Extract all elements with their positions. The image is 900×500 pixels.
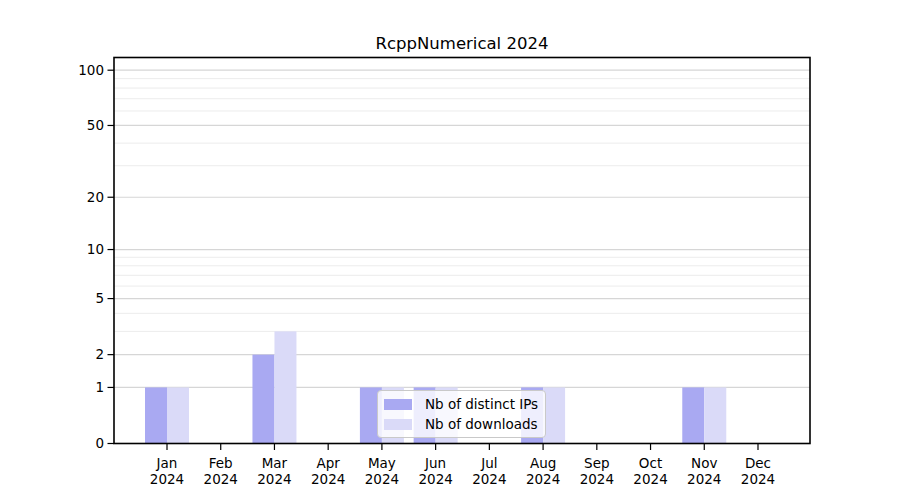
x-tick-label-month: Jan <box>156 455 178 471</box>
legend-swatch-downloads-icon <box>384 419 412 430</box>
y-tick-label: 2 <box>95 346 104 362</box>
x-tick-label-month: Jun <box>424 455 446 471</box>
x-tick-label-month: May <box>368 455 396 471</box>
x-tick-label-year: 2024 <box>150 471 184 487</box>
x-tick-label-month: Mar <box>262 455 288 471</box>
figure: RcppNumerical 2024 0125102050100Jan2024F… <box>0 0 900 500</box>
bar-downloads-aug <box>543 387 565 443</box>
y-tick-label: 50 <box>87 117 104 133</box>
x-tick-label-year: 2024 <box>580 471 614 487</box>
y-tick-label: 10 <box>87 241 104 257</box>
y-tick-label: 5 <box>95 290 104 306</box>
x-tick-label-month: Oct <box>639 455 662 471</box>
x-tick-label-year: 2024 <box>472 471 506 487</box>
bar-distinct-ips-nov <box>682 387 704 443</box>
legend: Nb of distinct IPs Nb of downloads <box>377 390 546 438</box>
x-tick-label-month: Dec <box>745 455 771 471</box>
legend-entry-distinct-ips: Nb of distinct IPs <box>384 396 537 412</box>
bar-downloads-jan <box>167 387 189 443</box>
legend-swatch-distinct-ips-icon <box>384 399 412 410</box>
x-tick-label-year: 2024 <box>418 471 452 487</box>
x-tick-label-month: Apr <box>317 455 341 471</box>
bar-distinct-ips-mar <box>252 355 274 444</box>
x-tick-label-year: 2024 <box>257 471 291 487</box>
x-tick-label-year: 2024 <box>311 471 345 487</box>
x-tick-label-year: 2024 <box>741 471 775 487</box>
legend-entry-downloads: Nb of downloads <box>384 416 537 432</box>
bar-downloads-mar <box>274 331 296 443</box>
y-tick-label: 20 <box>87 189 104 205</box>
bar-distinct-ips-jan <box>145 387 167 443</box>
legend-label-distinct-ips: Nb of distinct IPs <box>425 396 538 412</box>
y-tick-label: 100 <box>78 62 104 78</box>
x-tick-label-month: Jul <box>480 455 497 471</box>
bar-downloads-nov <box>704 387 726 443</box>
x-tick-label-month: Aug <box>530 455 556 471</box>
y-tick-label: 1 <box>95 379 104 395</box>
x-tick-label-year: 2024 <box>365 471 399 487</box>
x-tick-label-year: 2024 <box>633 471 667 487</box>
x-tick-label-month: Feb <box>209 455 233 471</box>
x-tick-label-year: 2024 <box>687 471 721 487</box>
plot-border <box>114 58 810 444</box>
x-tick-label-month: Nov <box>691 455 717 471</box>
legend-label-downloads: Nb of downloads <box>425 416 538 432</box>
x-tick-label-year: 2024 <box>204 471 238 487</box>
x-tick-label-year: 2024 <box>526 471 560 487</box>
x-tick-label-month: Sep <box>584 455 609 471</box>
y-tick-label: 0 <box>95 435 104 451</box>
